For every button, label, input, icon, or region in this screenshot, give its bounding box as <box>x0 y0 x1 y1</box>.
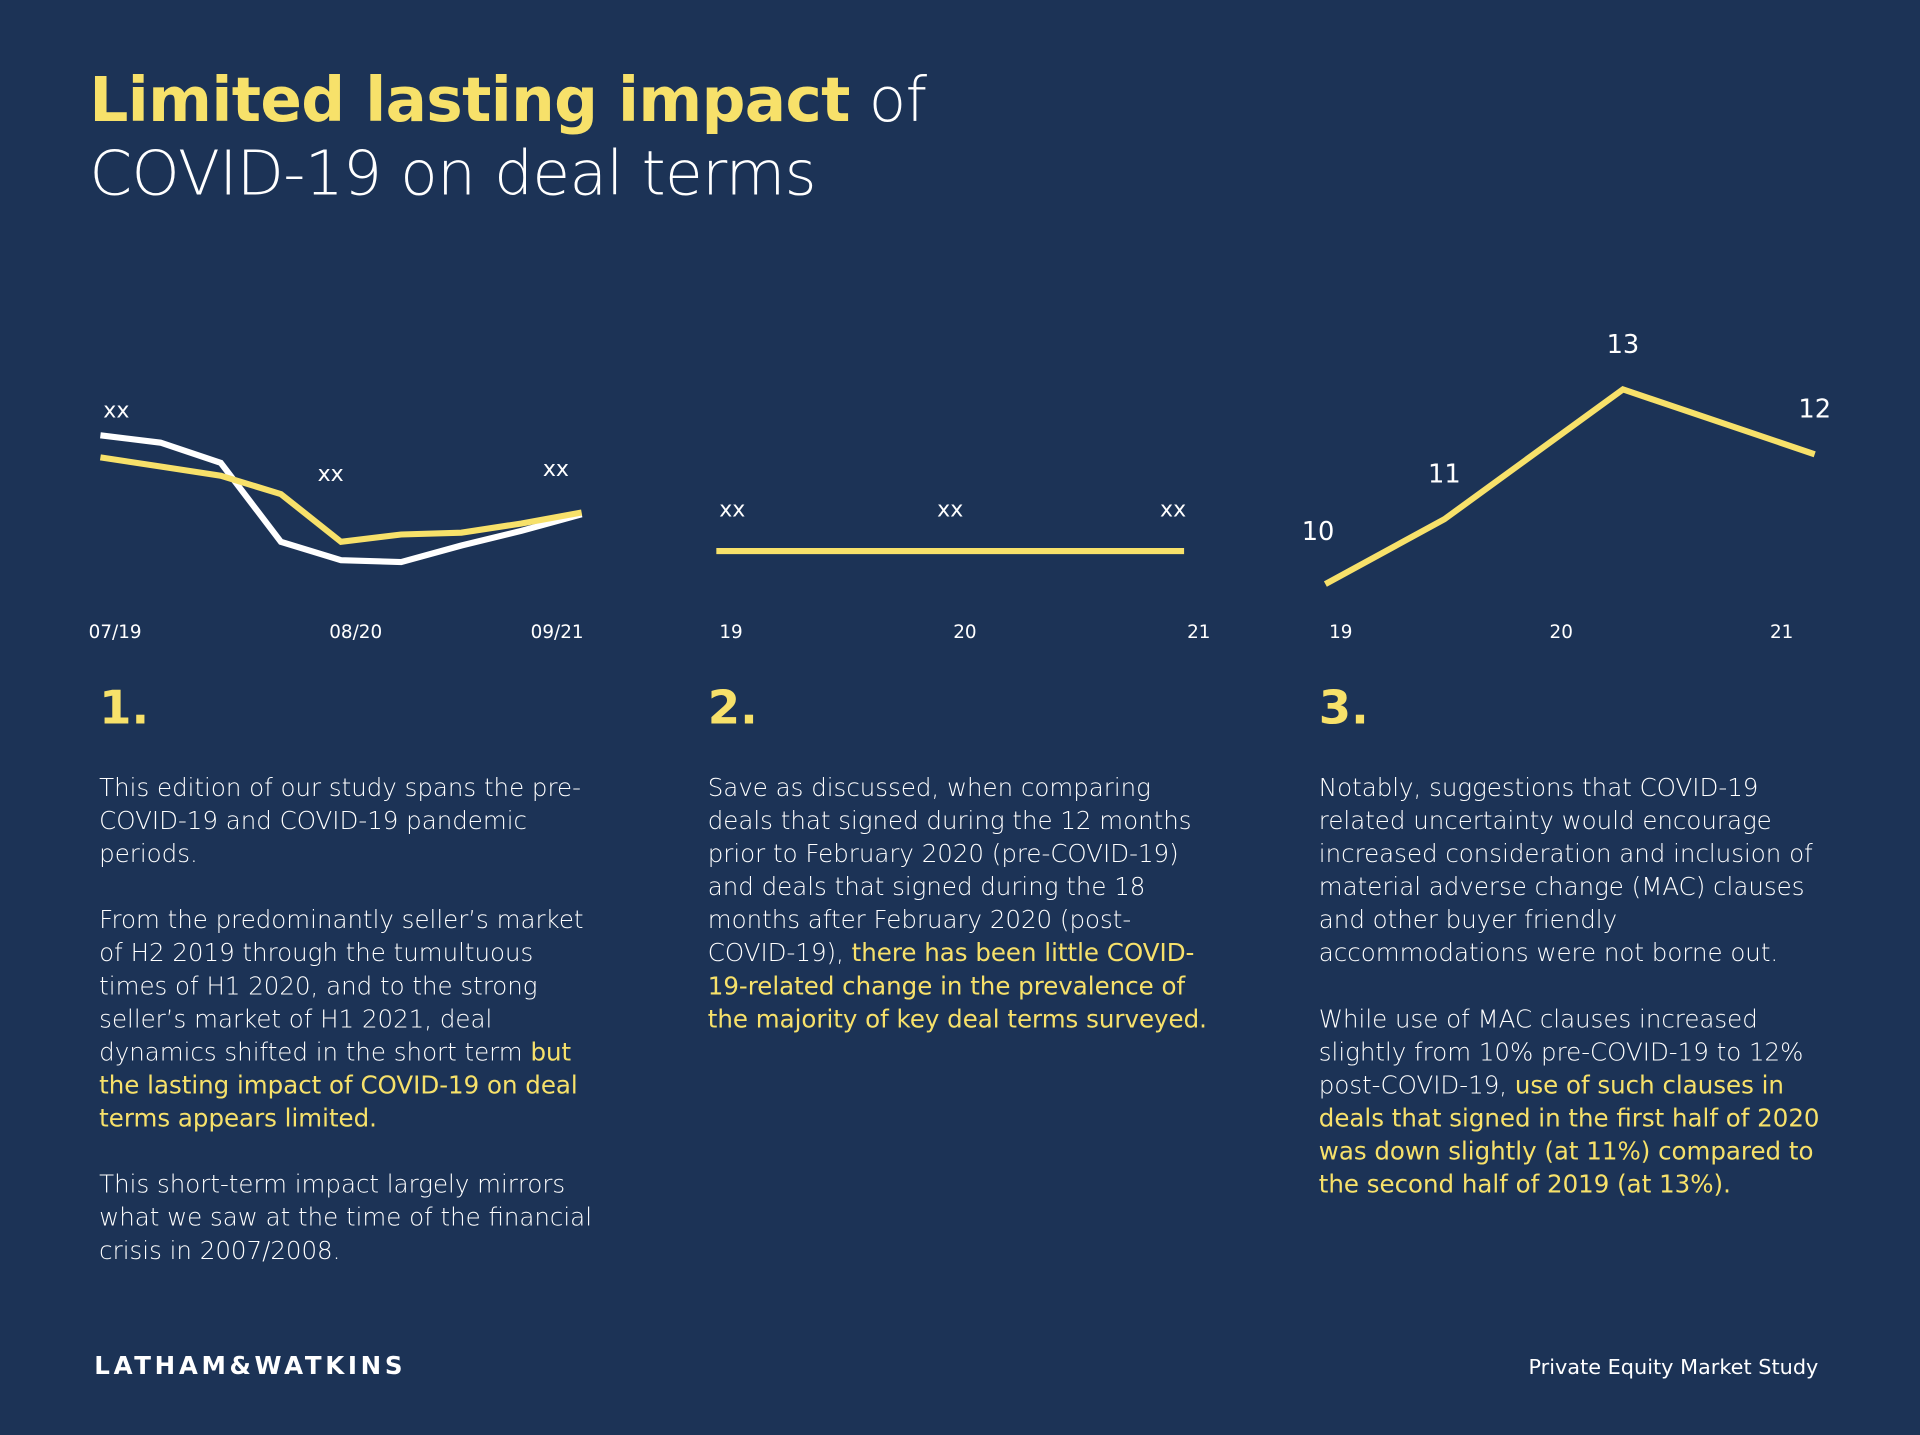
title: Limited lasting impact of COVID-19 on de… <box>89 64 927 211</box>
paragraph: This edition of our study spans the pre-… <box>99 771 601 870</box>
title-text: COVID-19 on deal terms <box>89 138 816 210</box>
data-label: 12 <box>1798 395 1831 425</box>
paragraph: While use of MAC clauses increased sligh… <box>1319 1003 1821 1201</box>
section-number: 2. <box>707 680 758 735</box>
x-tick-label: 20 <box>1550 622 1573 643</box>
annotation: xx <box>543 457 569 482</box>
paragraph-text: This short-term impact largely mirrors w… <box>99 1169 593 1265</box>
annotation: xx <box>937 498 963 523</box>
paragraph: Notably, suggestions that COVID-19 relat… <box>1319 771 1821 969</box>
paragraph-text: Notably, suggestions that COVID-19 relat… <box>1318 772 1813 968</box>
x-tick-label: 09/21 <box>531 622 584 643</box>
data-label: 10 <box>1302 517 1335 547</box>
x-tick-label: 19 <box>719 622 742 643</box>
section-number: 3. <box>1318 680 1369 735</box>
x-tick-label: 21 <box>1770 622 1793 643</box>
line-series <box>99 454 583 546</box>
paragraph-text: From the predominantly seller’s market o… <box>99 904 584 1067</box>
paragraph: Save as discussed, when comparing deals … <box>708 771 1210 1035</box>
logo: LATHAM&WATKINS <box>94 1350 407 1381</box>
column: 1. This edition of our study spans the pr… <box>99 681 601 1301</box>
annotation: xx <box>318 462 344 487</box>
annotation: xx <box>1160 498 1186 523</box>
x-tick-label: 20 <box>953 622 976 643</box>
paragraph-highlight: there has been little COVID-19-related c… <box>707 937 1207 1034</box>
title-highlight: Limited lasting impact <box>89 64 850 136</box>
paragraph-highlight: but the lasting impact of COVID-19 on de… <box>99 1037 578 1133</box>
paragraph: This short-term impact largely mirrors w… <box>99 1168 601 1267</box>
x-tick-label: 21 <box>1187 622 1210 643</box>
annotation: xx <box>103 398 129 423</box>
paragraph: From the predominantly seller’s market o… <box>99 904 601 1135</box>
line-series <box>1323 385 1816 587</box>
paragraph-text: While use of MAC clauses increased sligh… <box>1318 1004 1804 1100</box>
x-tick-label: 19 <box>1329 622 1352 643</box>
annotation: xx <box>719 498 745 523</box>
paragraph-highlight: use of such clauses in deals that signed… <box>1318 1070 1820 1199</box>
column: 2. Save as discussed, when comparing deal… <box>708 681 1210 1069</box>
section-number: 1. <box>99 680 150 735</box>
x-tick-label: 07/19 <box>89 622 142 643</box>
paragraph-text: This edition of our study spans the pre-… <box>99 772 581 869</box>
footer-note: Private Equity Market Study <box>1528 1355 1819 1381</box>
title-text: of <box>868 64 927 136</box>
column: 3. Notably, suggestions that COVID-19 rel… <box>1319 681 1821 1234</box>
data-label: 11 <box>1428 460 1461 490</box>
paragraph-text: Save as discussed, when comparing deals … <box>707 772 1192 968</box>
x-tick-label: 08/20 <box>329 622 382 643</box>
line-series <box>100 432 583 566</box>
data-label: 13 <box>1607 330 1640 360</box>
